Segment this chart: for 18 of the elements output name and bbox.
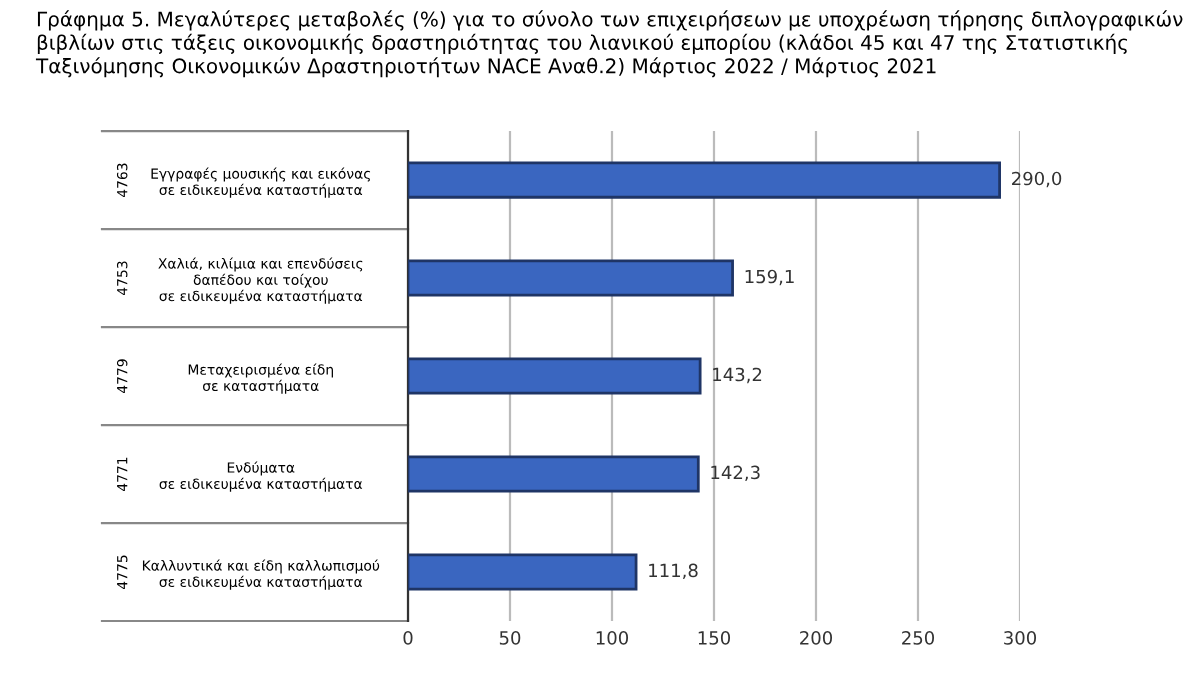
x-tick-label: 100	[596, 631, 629, 645]
x-tick-label: 300	[1004, 631, 1037, 645]
x-tick-label: 250	[902, 631, 935, 645]
data-label: 290,0	[1012, 171, 1062, 188]
chart-title: Γράφημα 5. Μεγαλύτερες μεταβολές (%) για το σύνολο των επιχειρήσεων με υποχρέωση τήρησης διπλογραφικών βιβλίων στις τάξεις οικονομικής δραστηριότητας του λιανικού εμπορίου (κλάδοι 45 και 47 της Στατιστικής Ταξινόμησης Οικονομικών Δραστηριοτήτων NACE Αναθ.2) Μάρτιος 2022 / Μάρτιος 2021	[35, 10, 1183, 78]
bar	[408, 161, 1001, 199]
bar	[408, 259, 734, 297]
data-label: 111,8	[649, 563, 698, 580]
bar	[408, 553, 638, 591]
data-label: 159,1	[745, 269, 794, 286]
data-label: 143,2	[713, 367, 762, 384]
data-label: 142,3	[711, 465, 760, 482]
x-tick-label: 0	[403, 631, 413, 645]
x-tick-label: 150	[698, 631, 731, 645]
x-tick-label: 50	[499, 631, 521, 645]
bar	[408, 455, 700, 493]
bar	[408, 357, 702, 395]
x-tick-label: 200	[800, 631, 833, 645]
